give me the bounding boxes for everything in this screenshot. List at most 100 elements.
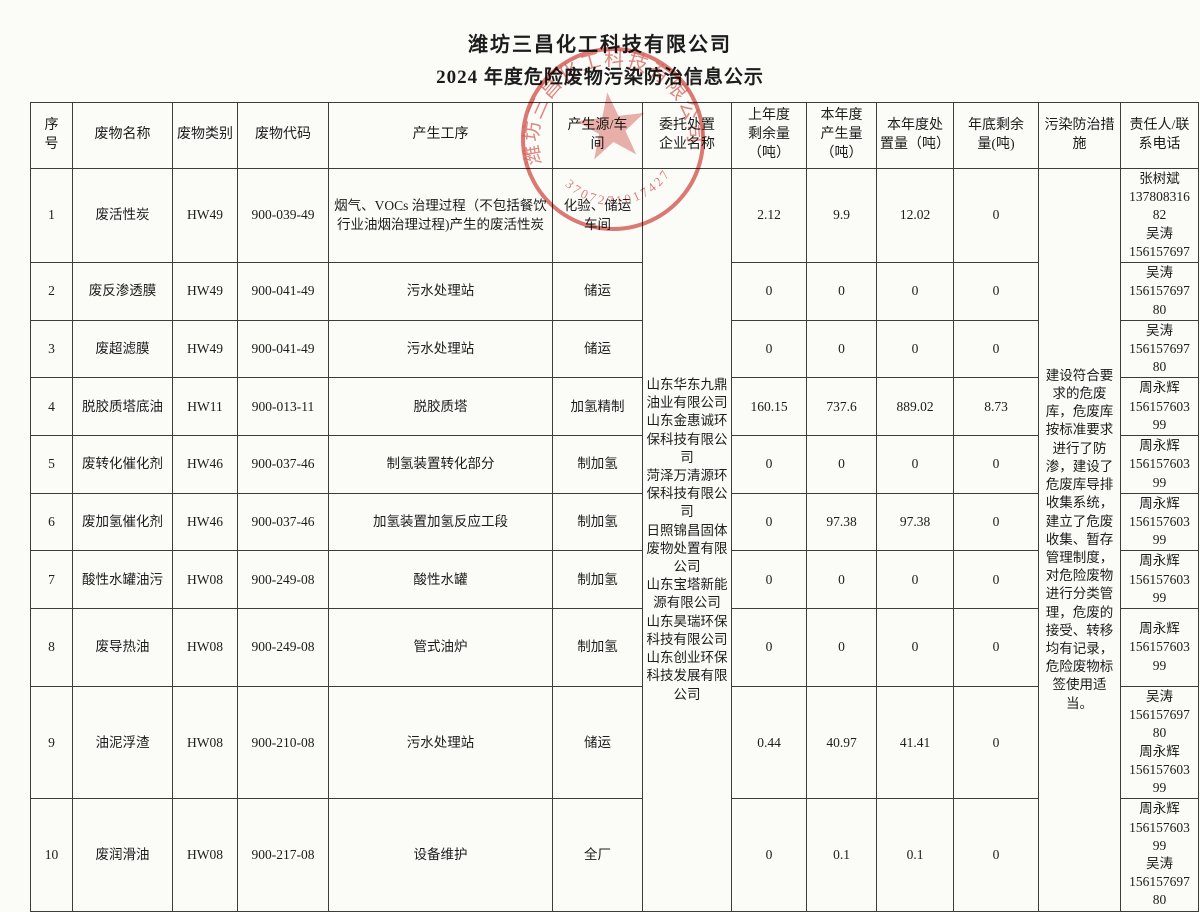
col-header-no: 序 号	[30, 102, 73, 169]
cell-process: 污水处理站	[328, 319, 553, 379]
cell-prev-remaining: 0	[731, 262, 807, 321]
cell-produced: 9.9	[806, 167, 877, 264]
cell-code: 900-217-08	[237, 798, 329, 912]
cell-year-end-remaining: 0	[953, 550, 1039, 610]
cell-source: 制加氢	[552, 608, 643, 688]
cell-source: 制加氢	[552, 435, 643, 494]
cell-no: 3	[30, 319, 73, 379]
document-title: 潍坊三昌化工科技有限公司	[468, 34, 732, 56]
cell-category: HW46	[172, 492, 238, 552]
cell-contact: 吴涛 156157697 80	[1120, 262, 1199, 321]
cell-code: 900-041-49	[237, 319, 329, 379]
col-header-disposed: 本年度处 置量（吨）	[876, 102, 954, 169]
cell-no: 10	[30, 798, 73, 912]
col-header-waste-name: 废物名称	[72, 102, 173, 169]
cell-no: 2	[30, 262, 73, 321]
col-header-contact: 责任人/联 系电话	[1120, 102, 1199, 169]
cell-code: 900-013-11	[237, 377, 329, 437]
cell-disposed: 0	[876, 550, 954, 610]
cell-no: 7	[30, 550, 73, 610]
cell-disposed: 889.02	[876, 377, 954, 437]
cell-prev-remaining: 0	[731, 798, 807, 912]
cell-category: HW11	[172, 377, 238, 437]
cell-year-end-remaining: 0	[953, 435, 1039, 494]
cell-prev-remaining: 0	[731, 550, 807, 610]
cell-disposed: 0	[876, 319, 954, 379]
cell-category: HW46	[172, 435, 238, 494]
cell-category: HW08	[172, 550, 238, 610]
cell-contact: 周永辉 156157603 99	[1120, 492, 1199, 552]
cell-produced: 0	[806, 550, 877, 610]
cell-waste-name: 酸性水罐油污	[72, 550, 173, 610]
col-header-source: 产生源/车 间	[552, 102, 643, 169]
table-row: 3 废超滤膜 HW49 900-041-49 污水处理站 储运 0 0 0 0 …	[30, 319, 1199, 379]
cell-code: 900-041-49	[237, 262, 329, 321]
header-row: 序 号 废物名称 废物类别 废物代码 产生工序 产生源/车 间 委托处置 企业名…	[30, 102, 1199, 169]
cell-source: 全厂	[552, 798, 643, 912]
cell-process: 脱胶质塔	[328, 377, 553, 437]
cell-no: 5	[30, 435, 73, 494]
cell-produced: 0	[806, 262, 877, 321]
cell-year-end-remaining: 0	[953, 492, 1039, 552]
cell-produced: 0	[806, 608, 877, 688]
cell-process: 烟气、VOCs 治理过程（不包括餐饮行业油烟治理过程)产生的废活性炭	[328, 167, 553, 264]
cell-category: HW49	[172, 167, 238, 264]
cell-contact: 吴涛 156157697 80	[1120, 319, 1199, 379]
cell-category: HW49	[172, 319, 238, 379]
cell-produced: 0.1	[806, 798, 877, 912]
cell-process: 设备维护	[328, 798, 553, 912]
table-row: 9 油泥浮渣 HW08 900-210-08 污水处理站 储运 0.44 40.…	[30, 686, 1199, 800]
table-row: 10 废润滑油 HW08 900-217-08 设备维护 全厂 0 0.1 0.…	[30, 798, 1199, 912]
cell-prev-remaining: 160.15	[731, 377, 807, 437]
cell-category: HW08	[172, 608, 238, 688]
cell-source: 化验、储运 车间	[552, 167, 643, 264]
col-header-year-end-remaining: 年底剩余 量(吨)	[953, 102, 1039, 169]
col-header-prev-remaining: 上年度 剩余量 （吨）	[731, 102, 807, 169]
cell-waste-name: 废反渗透膜	[72, 262, 173, 321]
cell-waste-name: 油泥浮渣	[72, 686, 173, 800]
cell-code: 900-249-08	[237, 608, 329, 688]
cell-produced: 40.97	[806, 686, 877, 800]
cell-disposed: 0	[876, 262, 954, 321]
cell-disposal-companies: 山东华东九鼎油业有限公司 山东金惠诚环保科技有限公司 菏泽万清源环保科技有限公司…	[642, 168, 732, 912]
cell-source: 制加氢	[552, 550, 643, 610]
cell-process: 污水处理站	[328, 686, 553, 800]
cell-disposed: 12.02	[876, 167, 954, 264]
cell-source: 制加氢	[552, 492, 643, 552]
cell-waste-name: 废转化催化剂	[72, 435, 173, 494]
table-row: 7 酸性水罐油污 HW08 900-249-08 酸性水罐 制加氢 0 0 0 …	[30, 550, 1199, 610]
cell-code: 900-039-49	[237, 167, 329, 264]
cell-year-end-remaining: 0	[953, 686, 1039, 800]
table-row: 1 废活性炭 HW49 900-039-49 烟气、VOCs 治理过程（不包括餐…	[30, 167, 1199, 912]
cell-disposed: 0.1	[876, 798, 954, 912]
cell-contact: 周永辉 156157603 99	[1120, 435, 1199, 494]
cell-disposed: 0	[876, 435, 954, 494]
cell-process: 加氢装置加氢反应工段	[328, 492, 553, 552]
col-header-process: 产生工序	[328, 102, 553, 169]
cell-disposed: 97.38	[876, 492, 954, 552]
cell-prev-remaining: 0.44	[731, 686, 807, 800]
col-header-code: 废物代码	[237, 102, 329, 169]
cell-prev-remaining: 0	[731, 319, 807, 379]
table-row: 5 废转化催化剂 HW46 900-037-46 制氢装置转化部分 制加氢 0 …	[30, 435, 1199, 494]
cell-contact: 张树斌 137808316 82 吴涛 156157697	[1120, 167, 1199, 264]
cell-source: 储运	[552, 686, 643, 800]
cell-waste-name: 废超滤膜	[72, 319, 173, 379]
cell-waste-name: 废活性炭	[72, 167, 173, 264]
col-header-produced: 本年度 产生量 （吨）	[806, 102, 877, 169]
cell-produced: 97.38	[806, 492, 877, 552]
cell-process: 管式油炉	[328, 608, 553, 688]
col-header-measures: 污染防治措 施	[1038, 102, 1121, 169]
cell-no: 6	[30, 492, 73, 552]
cell-contact: 周永辉 156157603 99	[1120, 608, 1199, 688]
cell-year-end-remaining: 0	[953, 319, 1039, 379]
cell-prev-remaining: 0	[731, 492, 807, 552]
cell-no: 4	[30, 377, 73, 437]
cell-process: 制氢装置转化部分	[328, 435, 553, 494]
cell-category: HW49	[172, 262, 238, 321]
cell-year-end-remaining: 8.73	[953, 377, 1039, 437]
cell-no: 1	[30, 167, 73, 264]
cell-code: 900-249-08	[237, 550, 329, 610]
cell-code: 900-037-46	[237, 492, 329, 552]
cell-no: 9	[30, 686, 73, 800]
